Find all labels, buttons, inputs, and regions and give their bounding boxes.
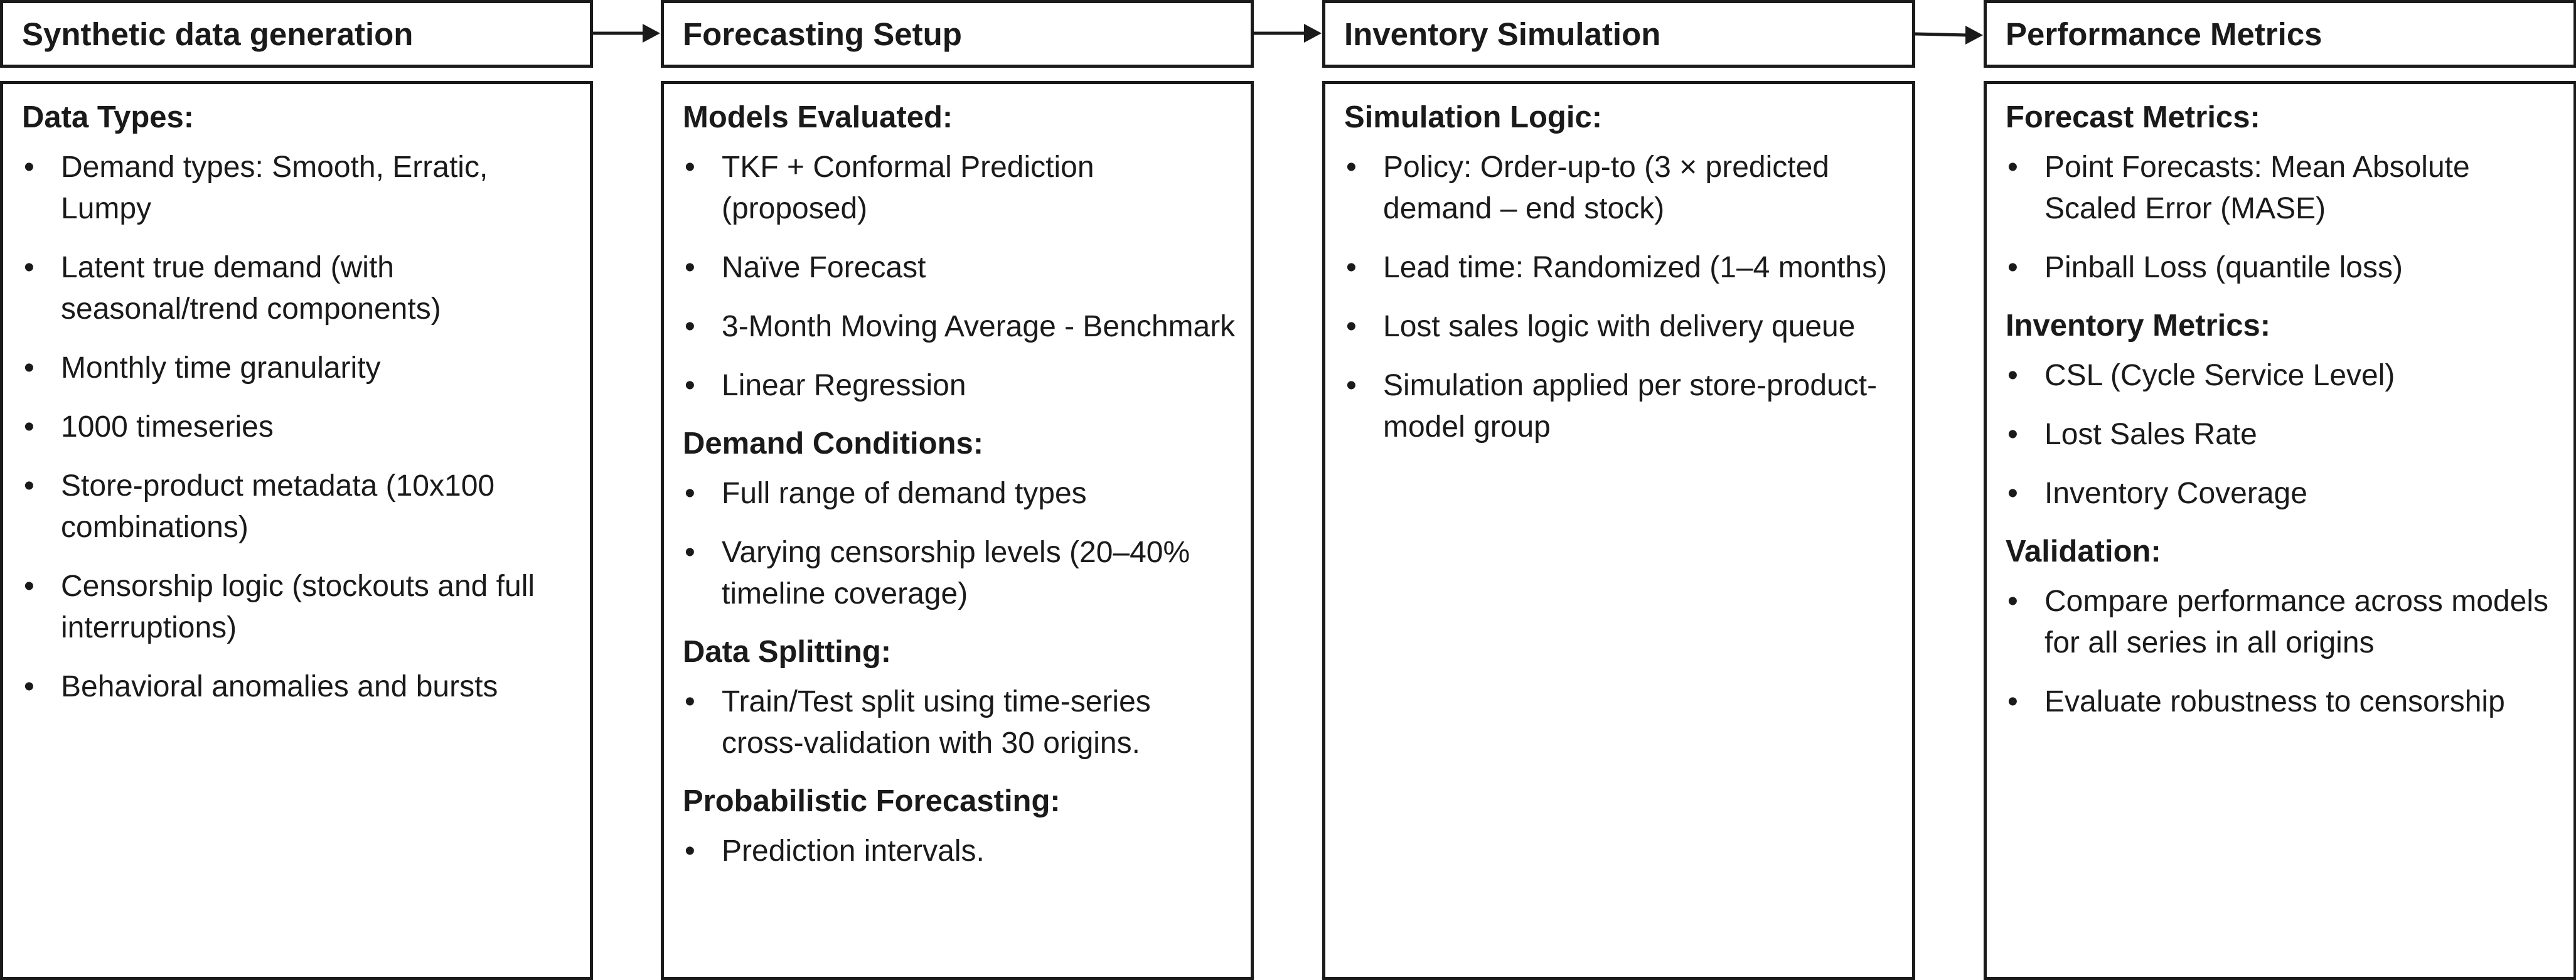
bullet-icon: • [24, 469, 35, 503]
bullet-icon: • [24, 410, 35, 444]
list-item: • Monthly time granularity [22, 348, 577, 389]
list-item: • Lead time: Randomized (1–4 months) [1344, 247, 1900, 289]
list-item: • Train/Test split using time-series cros… [683, 681, 1238, 764]
section-heading: Models Evaluated: [683, 100, 953, 134]
list-item: • Compare performance across models for a… [2006, 581, 2561, 664]
list-item: • TKF + Conformal Prediction (proposed) [683, 147, 1238, 230]
section-heading: Forecast Metrics: [2006, 100, 2260, 134]
bullet-list: • TKF + Conformal Prediction (proposed) •… [683, 147, 1238, 407]
step-title: Inventory Simulation [1322, 0, 1915, 68]
step-details: Simulation Logic: • Policy: Order-up-to (… [1322, 81, 1915, 980]
bullet-icon: • [2007, 585, 2018, 618]
bullet-icon: • [685, 477, 695, 510]
step-title: Forecasting Setup [661, 0, 1254, 68]
section-models-evaluated: Models Evaluated: • TKF + Conformal Predi… [683, 98, 1238, 407]
bullet-icon: • [2007, 251, 2018, 284]
bullet-icon: • [2007, 418, 2018, 451]
list-item: • Varying censorship levels (20–40% timel… [683, 532, 1238, 615]
step-details: Forecast Metrics: • Point Forecasts: Mean… [1984, 81, 2576, 980]
bullet-list: • Train/Test split using time-series cros… [683, 681, 1238, 764]
bullet-list: • Demand types: Smooth, Erratic, Lumpy • L… [22, 147, 577, 708]
bullet-icon: • [24, 570, 35, 603]
bullet-icon: • [1346, 310, 1357, 343]
list-item: • Full range of demand types [683, 473, 1238, 514]
arrow-1-to-2 [593, 24, 660, 43]
bullet-icon: • [1346, 369, 1357, 402]
bullet-list: • Policy: Order-up-to (3 × predicted dema… [1344, 147, 1900, 448]
bullet-icon: • [685, 310, 695, 343]
list-item: • Lost Sales Rate [2006, 414, 2561, 455]
section-probabilistic-forecasting: Probabilistic Forecasting: • Prediction i… [683, 782, 1238, 872]
list-item: • Evaluate robustness to censorship [2006, 681, 2561, 723]
list-item: • Simulation applied per store-product-mo… [1344, 365, 1900, 448]
bullet-icon: • [685, 685, 695, 718]
step-inventory-simulation: Inventory Simulation Simulation Logic: •… [1322, 0, 1915, 980]
section-simulation-logic: Simulation Logic: • Policy: Order-up-to (… [1344, 98, 1900, 448]
list-item: • Censorship logic (stockouts and full in… [22, 566, 577, 649]
section-validation: Validation: • Compare performance across … [2006, 532, 2561, 723]
list-item: • Store-product metadata (10x100 combinat… [22, 466, 577, 548]
bullet-list: • Compare performance across models for a… [2006, 581, 2561, 723]
bullet-icon: • [24, 670, 35, 703]
bullet-icon: • [685, 369, 695, 402]
list-item: • Naïve Forecast [683, 247, 1238, 289]
bullet-icon: • [1346, 151, 1357, 184]
section-heading: Demand Conditions: [683, 427, 984, 461]
section-data-types: Data Types: • Demand types: Smooth, Errat… [22, 98, 577, 708]
bullet-icon: • [2007, 359, 2018, 392]
bullet-icon: • [685, 536, 695, 569]
bullet-list: • Point Forecasts: Mean Absolute Scaled E… [2006, 147, 2561, 289]
list-item: • Linear Regression [683, 365, 1238, 407]
list-item: • Policy: Order-up-to (3 × predicted dema… [1344, 147, 1900, 230]
section-inventory-metrics: Inventory Metrics: • CSL (Cycle Service L… [2006, 306, 2561, 514]
bullet-icon: • [24, 151, 35, 184]
list-item: • Demand types: Smooth, Erratic, Lumpy [22, 147, 577, 230]
section-demand-conditions: Demand Conditions: • Full range of demand… [683, 424, 1238, 615]
step-synthetic-data: Synthetic data generation Data Types: • D… [0, 0, 593, 980]
arrow-3-to-4 [1915, 26, 1983, 45]
bullet-icon: • [685, 151, 695, 184]
bullet-icon: • [24, 251, 35, 284]
section-forecast-metrics: Forecast Metrics: • Point Forecasts: Mean… [2006, 98, 2561, 289]
bullet-list: • Full range of demand types • Varying cen… [683, 473, 1238, 615]
list-item: • Inventory Coverage [2006, 473, 2561, 514]
step-forecasting-setup: Forecasting Setup Models Evaluated: • TKF… [661, 0, 1254, 980]
bullet-list: • Prediction intervals. [683, 831, 1238, 872]
list-item: • Lost sales logic with delivery queue [1344, 306, 1900, 348]
section-data-splitting: Data Splitting: • Train/Test split using … [683, 632, 1238, 764]
step-title: Performance Metrics [1984, 0, 2576, 68]
section-heading: Data Splitting: [683, 635, 892, 669]
section-heading: Data Types: [22, 100, 195, 134]
bullet-icon: • [685, 251, 695, 284]
list-item: • Pinball Loss (quantile loss) [2006, 247, 2561, 289]
step-performance-metrics: Performance Metrics Forecast Metrics: • P… [1984, 0, 2576, 980]
bullet-icon: • [2007, 151, 2018, 184]
bullet-icon: • [24, 351, 35, 385]
list-item: • Behavioral anomalies and bursts [22, 666, 577, 708]
list-item: • Prediction intervals. [683, 831, 1238, 872]
list-item: • Latent true demand (with seasonal/trend… [22, 247, 577, 330]
list-item: • 3-Month Moving Average - Benchmark [683, 306, 1238, 348]
section-heading: Inventory Metrics: [2006, 309, 2271, 343]
section-heading: Simulation Logic: [1344, 100, 1603, 134]
section-heading: Validation: [2006, 535, 2161, 568]
bullet-icon: • [2007, 685, 2018, 718]
bullet-icon: • [685, 834, 695, 868]
section-heading: Probabilistic Forecasting: [683, 784, 1061, 818]
bullet-icon: • [2007, 477, 2018, 510]
list-item: • 1000 timeseries [22, 407, 577, 448]
step-details: Data Types: • Demand types: Smooth, Errat… [0, 81, 593, 980]
arrow-2-to-3 [1254, 24, 1322, 43]
step-details: Models Evaluated: • TKF + Conformal Predi… [661, 81, 1254, 980]
step-title: Synthetic data generation [0, 0, 593, 68]
list-item: • CSL (Cycle Service Level) [2006, 355, 2561, 397]
list-item: • Point Forecasts: Mean Absolute Scaled E… [2006, 147, 2561, 230]
bullet-list: • CSL (Cycle Service Level) • Lost Sales R… [2006, 355, 2561, 514]
bullet-icon: • [1346, 251, 1357, 284]
